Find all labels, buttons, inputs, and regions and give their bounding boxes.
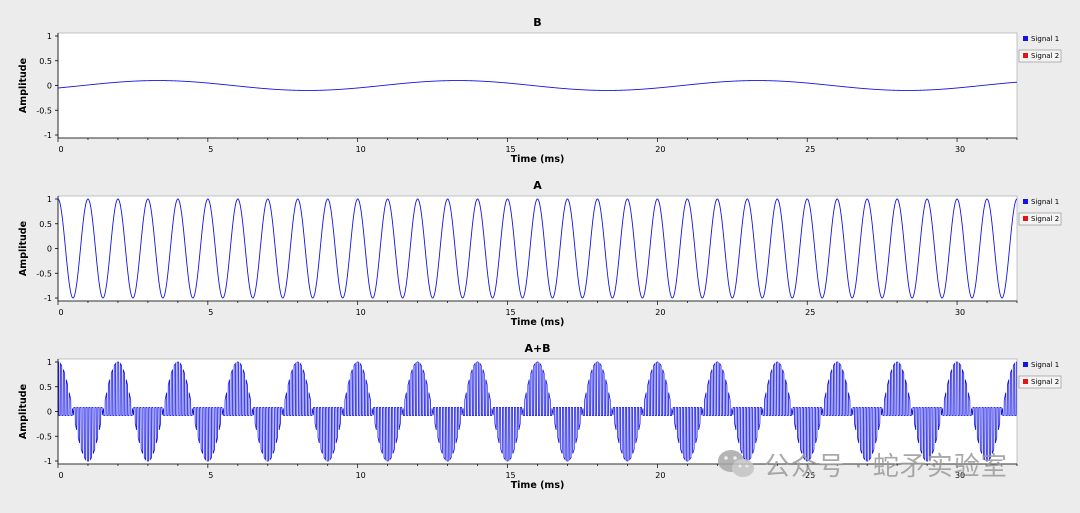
legend-box <box>1018 49 1062 63</box>
y-tick-label: 1 <box>47 195 52 204</box>
x-tick-label: 15 <box>505 471 515 480</box>
wechat-icon <box>718 450 754 477</box>
legend-swatch <box>1023 362 1028 367</box>
x-tick-label: 25 <box>805 471 815 480</box>
y-tick-label: 1 <box>47 32 52 41</box>
y-tick-label: -0.5 <box>36 432 52 441</box>
plot-area <box>57 195 1018 302</box>
chart-title: A+B <box>524 342 550 355</box>
y-axis-label: Amplitude <box>18 221 29 276</box>
series-line-signal-1 <box>57 80 1018 91</box>
x-tick-label: 30 <box>955 308 965 317</box>
x-tick-label: 20 <box>655 471 665 480</box>
legend-label: Signal 1 <box>1031 361 1059 369</box>
x-tick-label: 20 <box>655 308 665 317</box>
chart-1: B 1 0.5 0 -0.5 -1 0 5 10 15 20 25 30 Time (ms) Amplitu… <box>18 16 1062 165</box>
x-tick-label: 20 <box>655 145 665 154</box>
y-tick-label: 1 <box>47 358 52 367</box>
x-tick-label: 30 <box>955 145 965 154</box>
x-tick-label: 25 <box>805 308 815 317</box>
x-tick-label: 5 <box>208 471 213 480</box>
y-tick-label: 0.5 <box>39 383 52 392</box>
x-tick-label: 10 <box>356 145 366 154</box>
x-tick-label: 0 <box>58 145 63 154</box>
legend-swatch <box>1023 53 1028 58</box>
series-line-signal-1 <box>57 198 1018 299</box>
x-tick-label: 30 <box>955 471 965 480</box>
x-tick-label: 5 <box>208 308 213 317</box>
x-tick-label: 0 <box>58 308 63 317</box>
x-tick-label: 10 <box>356 471 366 480</box>
y-tick-label: -1 <box>44 294 52 303</box>
y-tick-label: 0.5 <box>39 220 52 229</box>
y-tick-label: 0 <box>47 82 52 91</box>
legend-label: Signal 2 <box>1031 378 1059 386</box>
chart-3: A+B 1 0.5 0 -0.5 -1 0 5 10 15 20 25 30 Time (ms) Ampli… <box>18 342 1062 491</box>
legend-swatch <box>1023 199 1028 204</box>
y-tick-label: 0 <box>47 408 52 417</box>
y-axis-label: Amplitude <box>18 58 29 113</box>
x-tick-label: 0 <box>58 471 63 480</box>
y-tick-label: 0 <box>47 245 52 254</box>
chart-title: B <box>533 16 541 29</box>
legend-label: Signal 2 <box>1031 215 1059 223</box>
legend-swatch <box>1023 36 1028 41</box>
x-tick-label: 15 <box>505 145 515 154</box>
x-tick-label: 10 <box>356 308 366 317</box>
chart-2: A 1 0.5 0 -0.5 -1 0 5 10 15 20 25 30 Time (ms) Amplitu… <box>18 179 1062 328</box>
watermark-text: 公众号 · 蛇矛实验室 <box>764 451 1008 482</box>
y-tick-label: -1 <box>44 457 52 466</box>
legend-label: Signal 1 <box>1031 35 1059 43</box>
y-tick-label: -1 <box>44 131 52 140</box>
legend-label: Signal 1 <box>1031 198 1059 206</box>
series-line-signal-1 <box>57 361 1018 462</box>
legend-box <box>1018 375 1062 389</box>
legend-label: Signal 2 <box>1031 52 1059 60</box>
x-tick-label: 15 <box>505 308 515 317</box>
x-axis-label: Time (ms) <box>511 317 565 328</box>
plot-area <box>57 32 1018 139</box>
chart-title: A <box>533 179 542 192</box>
y-tick-label: -0.5 <box>36 106 52 115</box>
y-tick-label: -0.5 <box>36 269 52 278</box>
x-tick-label: 25 <box>805 145 815 154</box>
watermark: 公众号 · 蛇矛实验室 <box>716 446 1008 482</box>
y-tick-label: 0.5 <box>39 57 52 66</box>
y-axis-label: Amplitude <box>18 384 29 439</box>
legend-box <box>1018 212 1062 226</box>
x-tick-label: 5 <box>208 145 213 154</box>
x-axis-label: Time (ms) <box>511 154 565 165</box>
legend-swatch <box>1023 379 1028 384</box>
legend-swatch <box>1023 216 1028 221</box>
x-axis-label: Time (ms) <box>511 480 565 491</box>
